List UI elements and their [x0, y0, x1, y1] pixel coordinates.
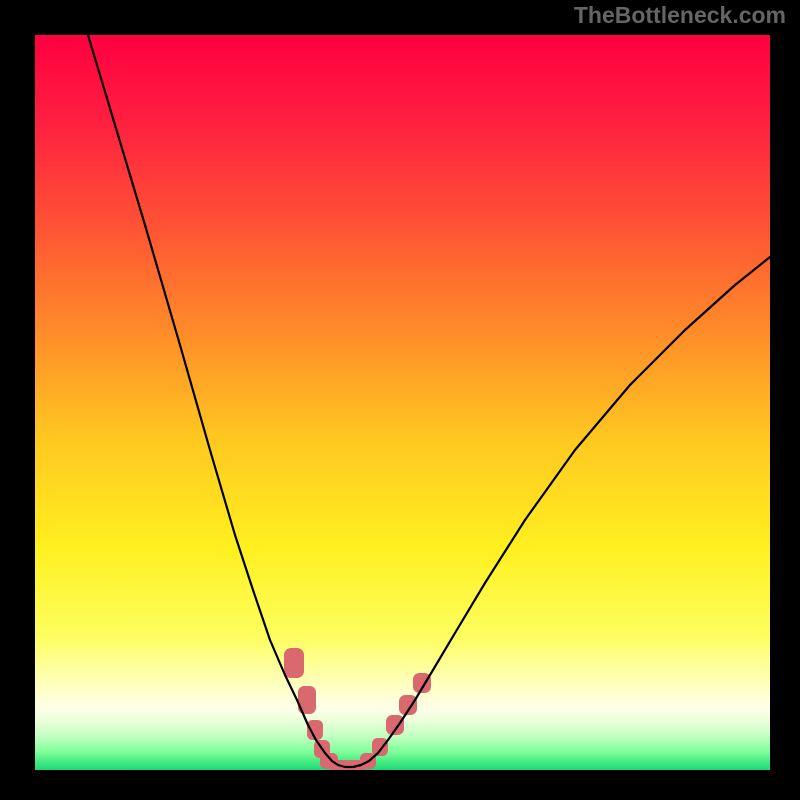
curve-marker: [386, 715, 404, 735]
chart-area: [35, 35, 770, 770]
curve-marker: [372, 738, 388, 756]
curve-marker: [284, 648, 304, 678]
watermark-text: TheBottleneck.com: [574, 2, 786, 29]
gradient-background: [35, 35, 770, 770]
bottleneck-chart: [35, 35, 770, 770]
